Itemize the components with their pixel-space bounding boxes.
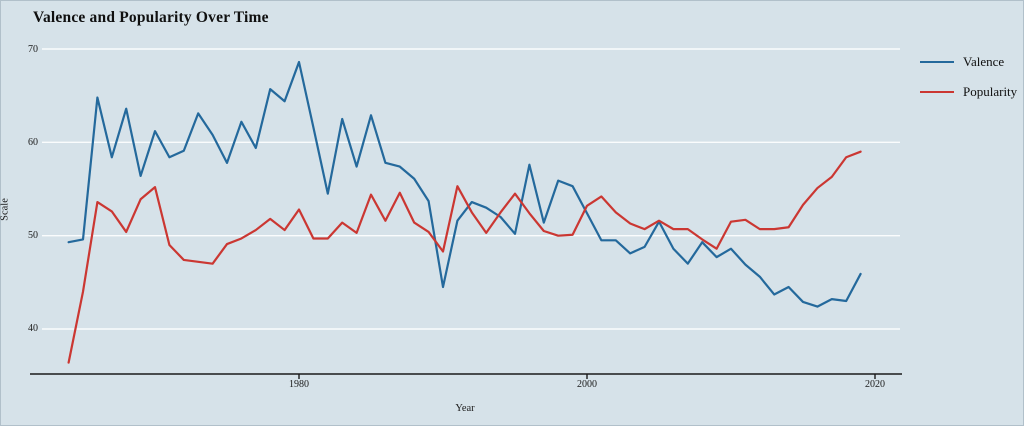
y-tick-label-60: 60 — [28, 136, 38, 148]
legend: Valence Popularity — [920, 54, 1018, 115]
y-tick-label-40: 40 — [28, 323, 38, 335]
legend-label-valence: Valence — [963, 54, 1005, 69]
x-tick-label-2020: 2020 — [865, 379, 885, 390]
x-axis-title: Year — [455, 403, 475, 414]
chart-title: Valence and Popularity Over Time — [33, 9, 269, 26]
y-axis-title: Scale — [0, 198, 11, 221]
y-tick-label-50: 50 — [28, 230, 38, 242]
popularity-line-swatch — [920, 90, 954, 94]
y-tick-label-70: 70 — [28, 43, 38, 55]
legend-label-popularity: Popularity — [963, 84, 1018, 99]
x-tick-label-2000: 2000 — [577, 379, 597, 390]
popularity-line — [67, 150, 862, 364]
valence-line — [67, 60, 862, 308]
x-tick-marks — [298, 374, 876, 379]
x-tick-label-1980: 1980 — [289, 379, 309, 390]
legend-item-valence: Valence — [920, 54, 1017, 69]
gridlines — [42, 48, 900, 330]
valence-line-swatch — [920, 60, 954, 64]
legend-item-popularity: Popularity — [920, 84, 1018, 99]
